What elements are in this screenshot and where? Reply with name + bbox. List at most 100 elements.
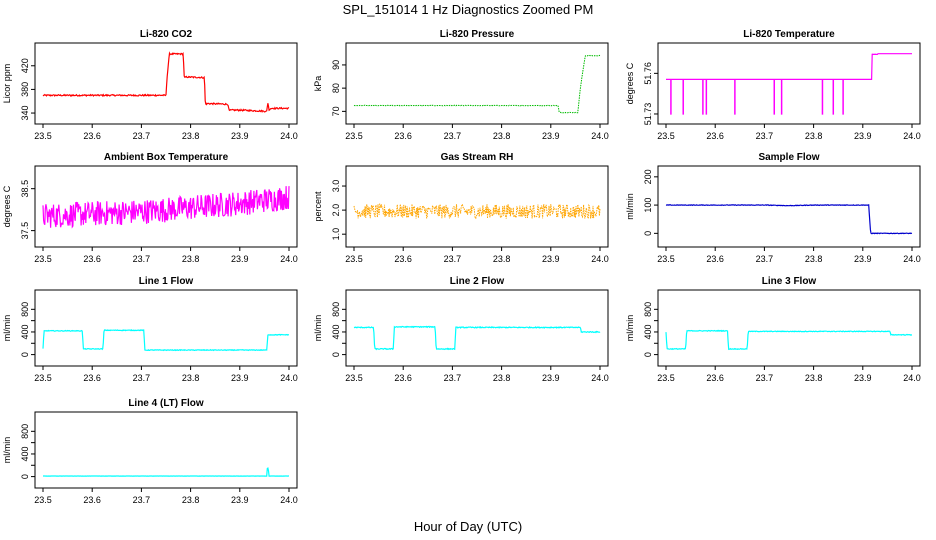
y-axis-label: Licor ppm (2, 64, 12, 104)
x-tick-label: 24.0 (903, 131, 921, 141)
x-tick-label: 23.7 (756, 131, 774, 141)
panel-6: Sample Flow ml/min 23.5 23.6 23.7 23.8 23.9 24.… (625, 152, 921, 264)
panel-title: Li-820 Pressure (440, 29, 515, 40)
x-tick-label: 23.7 (133, 495, 151, 505)
series-line (353, 54, 601, 114)
x-tick-label: 23.9 (542, 131, 560, 141)
plot-frame (345, 165, 609, 248)
y-tick-label: 70 (331, 106, 341, 116)
y-tick-label: 51.76 (643, 62, 653, 85)
x-tick-label: 23.6 (83, 254, 101, 264)
x-tick-label: 23.6 (394, 373, 412, 383)
figure-x-axis-label: Hour of Day (UTC) (414, 519, 522, 534)
x-tick-label: 23.5 (345, 131, 363, 141)
x-tick-label: 23.8 (182, 495, 200, 505)
x-tick-label: 23.9 (231, 254, 249, 264)
y-axis-label: ml/min (625, 193, 635, 220)
x-tick-label: 23.9 (854, 373, 872, 383)
series-line (353, 325, 601, 351)
x-tick-label: 23.7 (444, 373, 462, 383)
y-tick-label: 90 (331, 60, 341, 70)
x-tick-label: 23.8 (493, 373, 511, 383)
y-tick-label: 200 (643, 169, 653, 184)
panel-5: Gas Stream RH percent 23.5 23.6 23.7 23.8 23.9… (313, 152, 609, 264)
x-tick-label: 23.8 (493, 254, 511, 264)
x-tick-label: 23.8 (805, 131, 823, 141)
panel-title: Line 1 Flow (139, 276, 194, 287)
series-line (666, 53, 912, 80)
plot-frame (34, 411, 298, 489)
series-line (42, 51, 290, 114)
panel-4: Ambient Box Temperature degrees C 23.5 23.6… (2, 152, 298, 264)
y-tick-label: 0 (643, 231, 653, 236)
x-tick-label: 23.7 (756, 373, 774, 383)
x-tick-label: 23.7 (444, 131, 462, 141)
y-tick-label: 420 (20, 58, 30, 73)
x-tick-label: 24.0 (280, 254, 298, 264)
panel-title: Line 4 (LT) Flow (128, 398, 204, 409)
x-tick-label: 23.8 (805, 373, 823, 383)
panels-grid: Li-820 CO2 Licor ppm 23.5 23.6 23.7 23.8 23.9 2… (2, 29, 921, 505)
x-tick-label: 23.6 (394, 254, 412, 264)
y-tick-label: 0 (20, 474, 30, 479)
x-tick-label: 23.8 (182, 254, 200, 264)
x-tick-label: 23.9 (231, 495, 249, 505)
plot-frame (345, 289, 609, 367)
plot-frame (34, 165, 298, 248)
y-tick-label: 38.5 (20, 180, 30, 198)
y-tick-label: 0 (643, 352, 653, 357)
y-tick-label: 800 (20, 302, 30, 317)
y-tick-label: 340 (20, 106, 30, 121)
x-tick-label: 23.6 (83, 131, 101, 141)
panel-1: Li-820 CO2 Licor ppm 23.5 23.6 23.7 23.8 23.9 2… (2, 29, 298, 141)
y-tick-label: 400 (331, 324, 341, 339)
panel-title: Line 3 Flow (762, 276, 817, 287)
y-axis-label: degrees C (625, 62, 635, 104)
x-tick-label: 23.9 (542, 254, 560, 264)
y-tick-label: 100 (643, 198, 653, 213)
x-tick-label: 24.0 (280, 131, 298, 141)
y-tick-label: 800 (20, 424, 30, 439)
series-line (43, 467, 289, 477)
x-tick-label: 24.0 (591, 373, 609, 383)
panel-2: Li-820 Pressure kPa 23.5 23.6 23.7 23.8 23.9 24… (313, 29, 609, 141)
x-tick-label: 23.8 (805, 254, 823, 264)
y-tick-label: 1.0 (331, 228, 341, 241)
x-tick-label: 23.9 (854, 254, 872, 264)
y-tick-label: 400 (20, 324, 30, 339)
plot-frame (34, 289, 298, 367)
x-tick-label: 23.6 (83, 373, 101, 383)
x-tick-label: 24.0 (903, 373, 921, 383)
panel-title: Ambient Box Temperature (104, 152, 229, 163)
y-axis-label: ml/min (2, 315, 12, 342)
x-tick-label: 23.6 (706, 131, 724, 141)
x-tick-label: 23.7 (133, 254, 151, 264)
y-tick-label: 380 (20, 82, 30, 97)
y-tick-label: 37.5 (20, 222, 30, 240)
x-tick-label: 23.8 (182, 373, 200, 383)
panel-title: Line 2 Flow (450, 276, 505, 287)
x-tick-label: 23.6 (83, 495, 101, 505)
x-tick-label: 24.0 (591, 254, 609, 264)
panel-3: Li-820 Temperature degrees C 23.5 23.6 23.7 2… (625, 29, 921, 141)
y-tick-label: 800 (643, 302, 653, 317)
y-tick-label: 400 (20, 446, 30, 461)
series-line (353, 202, 601, 220)
panel-title: Li-820 CO2 (140, 29, 193, 40)
series-line (665, 204, 913, 235)
panel-7: Line 1 Flow ml/min 23.5 23.6 23.7 23.8 23.9 24.… (2, 276, 298, 383)
plot-frame (657, 42, 921, 125)
x-tick-label: 23.6 (706, 373, 724, 383)
panel-8: Line 2 Flow ml/min 23.5 23.6 23.7 23.8 23.9 24.… (313, 276, 609, 383)
x-tick-label: 23.8 (182, 131, 200, 141)
x-tick-label: 24.0 (903, 254, 921, 264)
x-tick-label: 23.6 (706, 254, 724, 264)
y-tick-label: 400 (643, 324, 653, 339)
x-tick-label: 24.0 (280, 373, 298, 383)
plot-frame (657, 289, 921, 367)
x-tick-label: 23.5 (657, 373, 675, 383)
series-line (42, 328, 290, 352)
series-line (42, 186, 290, 229)
x-tick-label: 23.5 (34, 495, 52, 505)
